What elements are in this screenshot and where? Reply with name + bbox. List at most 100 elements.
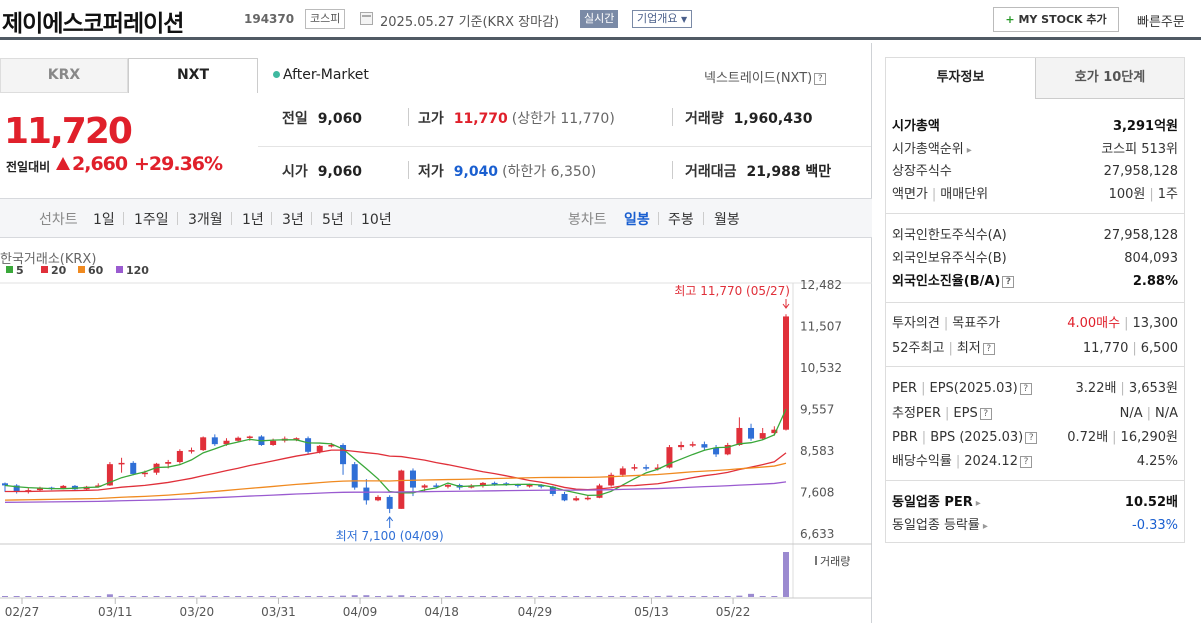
candle-body (188, 450, 195, 452)
candle-body (305, 438, 312, 452)
info-label: 액면가 | 매매단위 (892, 184, 988, 206)
info-row: 투자의견 | 목표주가 4.00매수 | 13,300 (886, 313, 1184, 335)
volume-bar (60, 596, 67, 597)
volume-bar (713, 596, 720, 597)
volume-bar (759, 596, 766, 597)
candle-chart-label: 봉차트 (568, 212, 607, 228)
period-10y[interactable]: 10년 (361, 212, 392, 228)
info-value-text: 16,290원 (1120, 430, 1178, 445)
info-label-text: 외국인소진율(B/A) (892, 274, 1001, 289)
candle-daily[interactable]: 일봉 (624, 212, 650, 228)
candle-body (444, 485, 451, 487)
volume-bar (433, 596, 440, 597)
candle-monthly[interactable]: 월봉 (714, 212, 740, 228)
stat-label: 저가 (418, 164, 444, 180)
info-label-text: 목표주가 (952, 316, 1001, 331)
candle-body (2, 483, 8, 486)
stock-header: 제이에스코퍼레이션 194370 코스피 2025.05.27 기준(KRX 장… (0, 0, 1201, 40)
candle-body (398, 470, 405, 509)
add-mystock-button[interactable]: + MY STOCK 추가 (993, 7, 1119, 32)
volume-bar (631, 596, 638, 597)
legend-label: 60 (88, 264, 104, 277)
help-icon[interactable]: ? (979, 408, 992, 420)
help-icon[interactable]: ? (814, 73, 827, 85)
candle-body (526, 485, 533, 487)
volume-bar (783, 552, 789, 597)
nextrade-label: 넥스트레이드(NXT)? (704, 67, 827, 86)
volume-bar (748, 593, 755, 597)
info-row: PBR | BPS (2025.03)? 0.72배 | 16,290원 (886, 427, 1184, 449)
dropdown-label: 기업개요 (637, 12, 678, 25)
stat-prev: 전일 9,060 (282, 108, 362, 128)
period-5y[interactable]: 5년 (322, 212, 344, 228)
tab-investment-info[interactable]: 투자정보 (886, 58, 1036, 99)
ma120-line (4, 481, 787, 503)
tab-order-book-10[interactable]: 호가 10단계 (1036, 58, 1184, 99)
divider (271, 212, 272, 225)
help-icon[interactable]: ? (982, 343, 995, 355)
help-icon[interactable]: ? (1002, 276, 1015, 288)
candle-body (631, 467, 638, 469)
ma60-line (4, 462, 787, 501)
volume-bar (36, 596, 43, 597)
info-label-text: 52주최고 (892, 341, 945, 356)
divider (311, 212, 312, 225)
candle-body (36, 487, 43, 491)
help-icon[interactable]: ? (1025, 432, 1038, 444)
divider (886, 366, 1184, 367)
stock-chart[interactable]: 한국거래소(KRX)5 20 60 120 12,482 11,507 10,532 9,55… (0, 238, 872, 623)
legend-label: 5 (16, 264, 24, 277)
candle-weekly[interactable]: 주봉 (668, 212, 694, 228)
info-value-text: 3.22배 (1075, 381, 1117, 396)
realtime-badge[interactable]: 실시간 (580, 10, 619, 28)
period-3y[interactable]: 3년 (282, 212, 304, 228)
info-label-text: 2024.12 (964, 454, 1018, 469)
stat-value: 1,960,430 (733, 111, 813, 127)
help-icon[interactable]: ? (1019, 456, 1032, 468)
info-value-text: 3,653원 (1128, 381, 1178, 396)
chevron-right-icon[interactable]: ▸ (966, 145, 972, 156)
info-label: 상장주식수 (892, 161, 952, 183)
candle-body (479, 482, 486, 486)
info-row: 외국인소진율(B/A)? 2.88% (886, 271, 1184, 293)
period-1w[interactable]: 1주일 (134, 212, 169, 228)
candle-body (118, 462, 125, 465)
info-label: 외국인보유주식수(B) (892, 248, 1007, 270)
help-icon[interactable]: ? (1019, 383, 1032, 395)
chevron-right-icon[interactable]: ▸ (982, 521, 988, 532)
info-label-text: 시가총액순위 (892, 142, 964, 157)
chevron-right-icon[interactable]: ▸ (975, 498, 981, 509)
info-label-text: BPS (2025.03) (930, 430, 1024, 445)
volume-bar (456, 596, 463, 597)
y-tick-label: 10,532 (800, 361, 842, 375)
x-tick-label: 04/29 (518, 605, 553, 619)
volume-bar (619, 596, 626, 597)
up-arrow-icon (56, 157, 70, 170)
info-value: 11,770 | 6,500 (1083, 338, 1178, 360)
volume-bar (643, 596, 650, 597)
tab-nxt[interactable]: NXT (128, 58, 258, 93)
tab-krx[interactable]: KRX (0, 58, 128, 93)
legend-swatch (116, 266, 123, 273)
quick-order-link[interactable]: 빠른주문 (1137, 15, 1185, 30)
volume-bar (258, 596, 265, 597)
info-value-text: 11,770 (1082, 341, 1129, 356)
stat-value: 21,988 백만 (746, 164, 832, 180)
divider (886, 480, 1184, 481)
candle-body (701, 444, 708, 448)
info-value-text: N/A (1119, 406, 1143, 421)
candle-body (340, 445, 347, 465)
volume-bar (701, 596, 708, 597)
volume-bar (223, 596, 230, 597)
company-overview-dropdown[interactable]: 기업개요 ▼ (632, 10, 693, 28)
period-3m[interactable]: 3개월 (188, 212, 223, 228)
info-label: 동일업종 등락률 ▸ (892, 515, 988, 538)
info-value-text: 0.72배 (1067, 430, 1109, 445)
volume-bar (526, 596, 533, 597)
volume-bar (351, 595, 358, 597)
company-name[interactable]: 제이에스코퍼레이션 (2, 11, 184, 37)
volume-bar (305, 596, 312, 597)
line-chart-label: 선차트 (39, 212, 78, 228)
period-1d[interactable]: 1일 (93, 212, 115, 228)
period-1y[interactable]: 1년 (242, 212, 264, 228)
